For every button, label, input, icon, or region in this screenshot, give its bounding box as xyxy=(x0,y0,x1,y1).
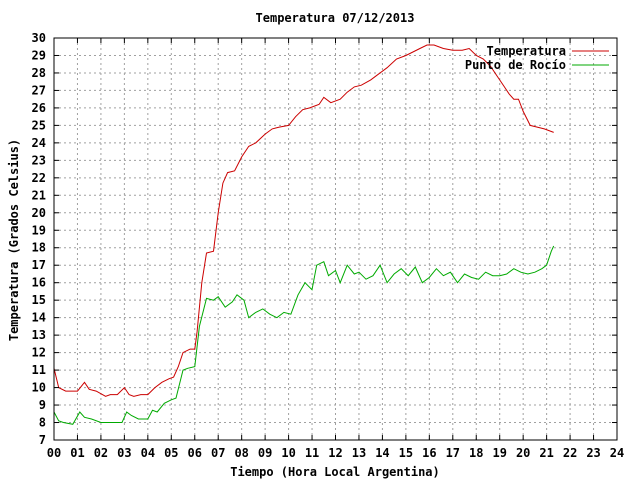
y-tick-label: 17 xyxy=(32,258,46,272)
x-tick-label: 12 xyxy=(328,446,342,460)
y-axis-label: Temperatura (Grados Celsius) xyxy=(7,139,21,341)
y-tick-label: 20 xyxy=(32,206,46,220)
legend-label: Temperatura xyxy=(487,44,566,58)
x-tick-label: 06 xyxy=(188,446,202,460)
y-tick-label: 19 xyxy=(32,223,46,237)
y-tick-label: 7 xyxy=(39,433,46,447)
y-tick-label: 24 xyxy=(32,136,46,150)
y-tick-label: 14 xyxy=(32,311,46,325)
x-tick-label: 11 xyxy=(305,446,319,460)
series-layer xyxy=(53,44,555,425)
y-tick-label: 16 xyxy=(32,276,46,290)
y-tick-label: 10 xyxy=(32,381,46,395)
x-tick-label: 22 xyxy=(563,446,577,460)
x-tick-label: 21 xyxy=(539,446,553,460)
series-line-temperatura xyxy=(53,44,554,397)
y-tick-label: 21 xyxy=(32,188,46,202)
x-tick-label: 13 xyxy=(352,446,366,460)
x-tick-labels: 00 01 02 03 04 05 06 07 08 09 10 11 12 13 14 15 16 17 18 19… xyxy=(47,446,624,460)
x-tick-label: 07 xyxy=(211,446,225,460)
x-tick-label: 08 xyxy=(234,446,248,460)
y-tick-label: 23 xyxy=(32,153,46,167)
x-tick-label: 15 xyxy=(399,446,413,460)
y-tick-labels: 7 8 9 10 11 12 13 14 15 16 17 18 19 20 21 22 23 24 25 26 27 2… xyxy=(32,31,46,447)
x-tick-label: 18 xyxy=(469,446,483,460)
y-tick-label: 22 xyxy=(32,171,46,185)
x-tick-label: 24 xyxy=(610,446,624,460)
x-tick-label: 01 xyxy=(70,446,84,460)
series-line-punto-de-rocio xyxy=(53,245,555,425)
x-tick-label: 20 xyxy=(516,446,530,460)
y-tick-label: 12 xyxy=(32,346,46,360)
x-tick-label: 02 xyxy=(94,446,108,460)
x-tick-label: 05 xyxy=(164,446,178,460)
x-tick-label: 14 xyxy=(375,446,389,460)
x-tick-label: 23 xyxy=(586,446,600,460)
ticks xyxy=(53,37,618,441)
y-tick-label: 18 xyxy=(32,241,46,255)
x-tick-label: 04 xyxy=(141,446,155,460)
y-tick-label: 29 xyxy=(32,48,46,62)
x-tick-label: 00 xyxy=(47,446,61,460)
y-tick-label: 28 xyxy=(32,66,46,80)
y-tick-label: 11 xyxy=(32,363,46,377)
y-tick-label: 27 xyxy=(32,83,46,97)
x-tick-label: 16 xyxy=(422,446,436,460)
legend-label: Punto de Rocío xyxy=(465,58,566,72)
grid xyxy=(54,38,617,440)
x-tick-label: 19 xyxy=(492,446,506,460)
x-tick-label: 03 xyxy=(117,446,131,460)
y-tick-label: 30 xyxy=(32,31,46,45)
y-tick-label: 15 xyxy=(32,293,46,307)
y-tick-label: 13 xyxy=(32,328,46,342)
x-tick-label: 09 xyxy=(258,446,272,460)
x-tick-label: 10 xyxy=(281,446,295,460)
y-tick-label: 26 xyxy=(32,101,46,115)
chart-title: Temperatura 07/12/2013 xyxy=(256,11,415,25)
x-axis-label: Tiempo (Hora Local Argentina) xyxy=(230,465,440,479)
y-tick-label: 25 xyxy=(32,118,46,132)
x-tick-label: 17 xyxy=(446,446,460,460)
y-tick-label: 8 xyxy=(39,416,46,430)
y-tick-label: 9 xyxy=(39,398,46,412)
